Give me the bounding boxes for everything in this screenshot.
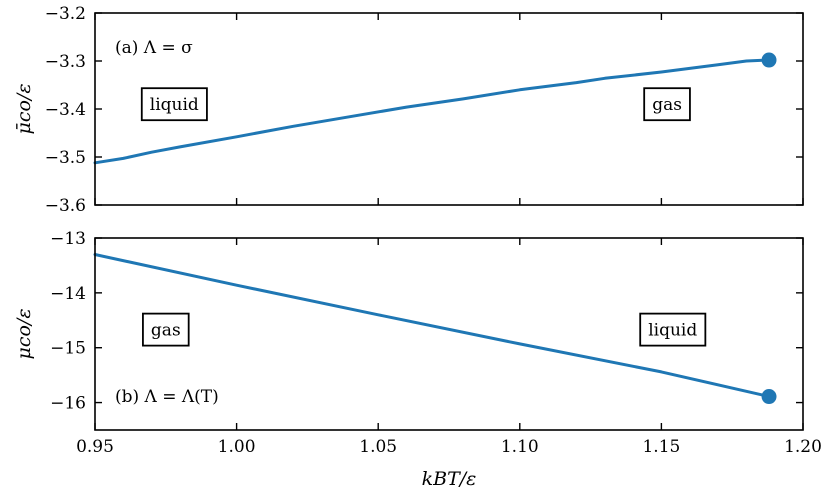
panel-a-region-label: gas [652, 95, 682, 115]
panel-a-series-line [93, 58, 771, 165]
panel-b-ytick-label: −15 [50, 339, 86, 359]
panel-b-xtick-label: 0.95 [76, 437, 114, 457]
panel-b-xtick-label: 1.15 [642, 437, 680, 457]
panel-a-ytick-label: −3.6 [45, 196, 86, 216]
panel-a-critical-point [761, 52, 777, 68]
panel-b: (b) Λ = Λ(T) μco/ε kBT/ε −16 −15 −14 −13 0.9… [13, 229, 822, 490]
panel-b-frame [94, 237, 804, 431]
panel-a-region-gas: gas [643, 87, 691, 122]
panel-b-region-liquid: liquid [639, 312, 707, 347]
panel-b-ylabel: μco/ε [13, 308, 35, 359]
panel-a-frame [94, 12, 804, 206]
panel-b-ytick-label: −13 [50, 229, 86, 249]
panel-a-region-liquid: liquid [140, 87, 208, 122]
panel-a-region-box [140, 87, 208, 122]
panel-a-region-label: liquid [150, 95, 199, 115]
panel-b-ytick-label: −16 [50, 394, 86, 414]
panel-b-xtick-label: 1.05 [359, 437, 397, 457]
panel-b-xtick-label: 1.10 [501, 437, 539, 457]
panel-a-ytick-label: −3.2 [45, 4, 86, 24]
panel-b-region-box [639, 312, 707, 347]
panel-b-series-line [93, 253, 771, 398]
panel-b-xtick-label: 1.00 [218, 437, 256, 457]
panel-a-region-box [643, 87, 691, 122]
panel-b-critical-point [761, 389, 777, 405]
panel-b-region-label: liquid [648, 321, 697, 341]
panel-b-xtick-label: 1.20 [784, 437, 822, 457]
panel-b-region-gas: gas [142, 312, 190, 347]
panel-b-region-box [142, 312, 190, 347]
panel-a-label: (a) Λ = σ [115, 38, 193, 58]
panel-b-label: (b) Λ = Λ(T) [115, 387, 219, 407]
panel-b-region-label: gas [151, 321, 181, 341]
panel-a: (a) Λ = σ μ̄co/ε −3.6 −3.5 −3.4 −3.3 −3.2 liq… [13, 4, 804, 216]
panel-b-ytick-label: −14 [50, 284, 86, 304]
panel-a-ytick-label: −3.5 [45, 148, 86, 168]
x-axis-label: kBT/ε [422, 468, 477, 490]
panel-a-ytick-label: −3.4 [45, 100, 86, 120]
panel-a-ylabel: μ̄co/ε [13, 83, 35, 134]
panel-a-ytick-label: −3.3 [45, 52, 86, 72]
